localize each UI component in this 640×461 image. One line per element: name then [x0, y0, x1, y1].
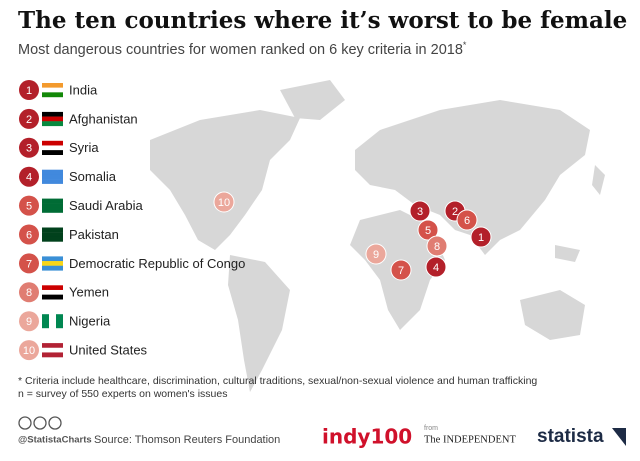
- cc-icons: [18, 416, 62, 430]
- subtitle-text: Most dangerous countries for women ranke…: [18, 42, 463, 58]
- rank-number: 1: [26, 85, 32, 97]
- map-marker: [456, 209, 478, 231]
- subtitle-mark: *: [463, 40, 467, 50]
- country-name: Yemen: [69, 285, 109, 300]
- map-marker-label: 2: [452, 206, 458, 218]
- rank-number: 6: [26, 229, 32, 241]
- flag-stripe: [42, 289, 63, 295]
- map-marker: [390, 259, 412, 281]
- statista-logo: [612, 428, 626, 446]
- rank-number: 7: [26, 258, 32, 270]
- map-marker: [365, 243, 387, 265]
- country-name: Afghanistan: [69, 111, 138, 126]
- rank-number: 4: [26, 172, 32, 184]
- rank-number: 9: [26, 316, 32, 328]
- map-marker: [213, 191, 235, 213]
- rank-badge: [19, 282, 39, 303]
- map-marker-label: 10: [218, 197, 230, 209]
- flag-stripe: [42, 92, 63, 98]
- map-marker: [426, 235, 448, 257]
- flag-stripe: [42, 232, 63, 238]
- rank-badge: [19, 80, 39, 100]
- flag-stripe: [42, 236, 63, 242]
- flag-stripe: [42, 174, 63, 180]
- rank-badge: [19, 137, 39, 158]
- map-marker-label: 7: [398, 265, 404, 277]
- flag-stripe: [42, 145, 63, 151]
- map-marker-label: 9: [373, 249, 379, 261]
- flag-stripe: [42, 265, 63, 271]
- flag-stripe: [42, 294, 63, 300]
- handle: @StatistaCharts: [18, 435, 92, 446]
- flag-stripe: [42, 227, 63, 233]
- map-marker-label: 3: [417, 206, 423, 218]
- subtitle: Most dangerous countries for women ranke…: [18, 40, 467, 57]
- country-name: Democratic Republic of Congo: [69, 256, 245, 271]
- country-name: India: [69, 82, 98, 97]
- flag-stripe: [42, 314, 49, 329]
- brand-independent: The INDEPENDENT: [424, 434, 516, 445]
- from-label: from: [424, 425, 438, 432]
- rank-number: 2: [26, 114, 32, 126]
- title: The ten countries where it’s worst to be…: [18, 7, 627, 34]
- flag-stripe: [42, 261, 63, 266]
- flag-stripe: [42, 116, 63, 122]
- rank-number: 8: [26, 287, 32, 299]
- country-name: Saudi Arabia: [69, 198, 143, 213]
- flag-stripe: [42, 150, 63, 155]
- country-name: Pakistan: [69, 227, 119, 242]
- country-name: Syria: [69, 140, 99, 155]
- flag-stripe: [42, 343, 63, 348]
- map-markers: 1 2 3 4 5 6 7 8 9 10: [213, 191, 492, 281]
- rank-badge: [19, 224, 39, 245]
- flag-stripe: [42, 179, 63, 184]
- map-marker-label: 6: [464, 215, 470, 227]
- country-list: 1 India 2 Afghanistan 3 Syria 4 Somalia 5 Saudi A…: [19, 80, 245, 361]
- map-marker: [425, 256, 447, 278]
- footnote: * Criteria include healthcare, discrimin…: [18, 375, 537, 387]
- flag-stripe: [42, 198, 63, 204]
- country-name: United States: [69, 343, 148, 358]
- map-marker: [417, 219, 439, 241]
- map-marker-label: 4: [433, 262, 439, 274]
- country-name: Nigeria: [69, 314, 111, 329]
- country-name: Somalia: [69, 169, 117, 184]
- rank-badge: [19, 166, 39, 187]
- rank-badge: [19, 108, 39, 129]
- rank-badge: [19, 340, 39, 361]
- footnote: n = survey of 550 experts on women's iss…: [18, 388, 228, 400]
- rank-badge: [19, 311, 39, 332]
- map-marker: [409, 200, 431, 222]
- flag-stripe: [56, 314, 63, 329]
- rank-number: 3: [26, 143, 32, 155]
- brand-indy100: indy100: [322, 425, 412, 449]
- flag-stripe: [42, 87, 63, 93]
- flag-stripe: [42, 83, 63, 88]
- flag-stripe: [49, 314, 56, 329]
- flag-stripe: [42, 256, 63, 262]
- flag-stripe: [42, 140, 63, 146]
- rank-number: 5: [26, 201, 32, 213]
- brand-statista: statista: [537, 426, 604, 447]
- rank-badge: [19, 253, 39, 274]
- map-marker-label: 8: [434, 241, 440, 253]
- flag-stripe: [42, 111, 63, 117]
- rank-badge: [19, 195, 39, 216]
- flag-stripe: [42, 207, 63, 213]
- map-marker-label: 5: [425, 225, 431, 237]
- flag-stripe: [42, 352, 63, 358]
- flag-stripe: [42, 169, 63, 175]
- map-marker-label: 1: [478, 232, 484, 244]
- map-marker: [470, 226, 492, 248]
- flag-stripe: [42, 203, 63, 209]
- source: Source: Thomson Reuters Foundation: [94, 434, 280, 446]
- flag-stripe: [42, 121, 63, 127]
- flag-stripe: [42, 347, 63, 353]
- flag-stripe: [42, 285, 63, 291]
- rank-number: 10: [23, 345, 35, 357]
